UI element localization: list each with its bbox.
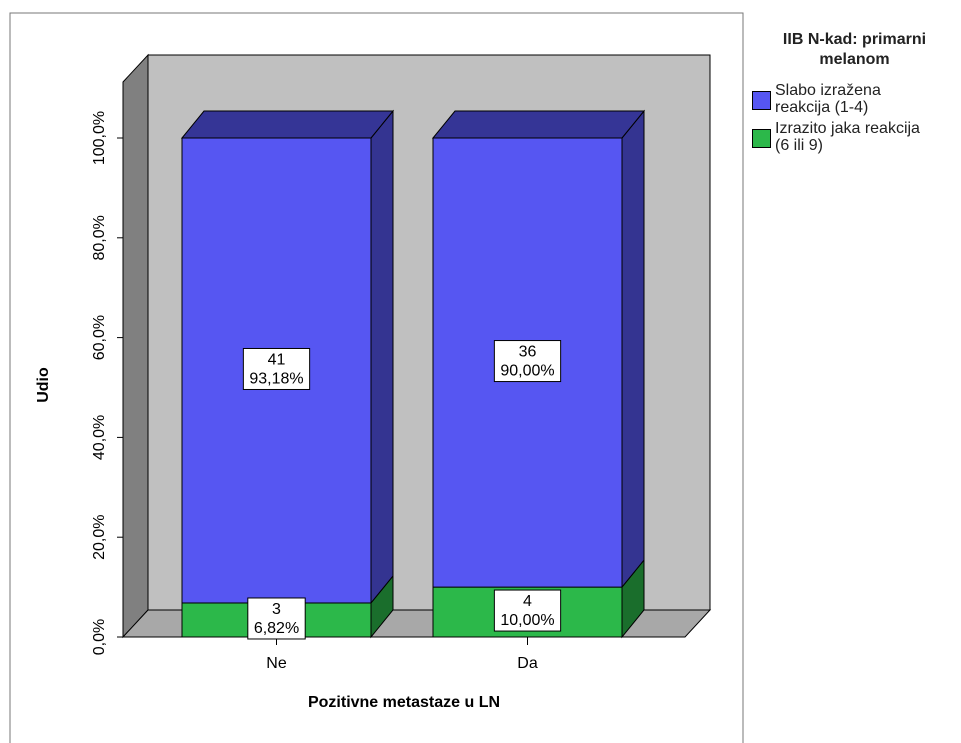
data-label-count: 4 <box>523 593 532 610</box>
y-axis-title: Udio <box>35 367 52 403</box>
y-tick-label: 80,0% <box>91 215 108 260</box>
legend: IIB N-kad: primarni melanom Slabo izraže… <box>752 30 957 158</box>
legend-swatch <box>752 91 771 110</box>
data-label-count: 41 <box>268 351 286 368</box>
legend-items: Slabo izražena reakcija (1-4) Izrazito ja… <box>752 82 957 154</box>
y-tick-label: 40,0% <box>91 415 108 460</box>
data-label: 6,82% <box>254 620 299 637</box>
legend-item: Izrazito jaka reakcija (6 ili 9) <box>752 120 957 154</box>
data-label-box <box>247 597 306 640</box>
y-tick-label: 100,0% <box>91 111 108 165</box>
side-wall <box>122 53 149 639</box>
x-tick-label: Da <box>517 655 538 672</box>
x-tick-label: Ne <box>266 655 287 672</box>
bar-top <box>180 110 395 139</box>
data-label-count: 36 <box>519 344 537 361</box>
data-label-count: 3 <box>272 601 281 618</box>
y-tick-label: 0,0% <box>91 619 108 655</box>
y-tick-label: 60,0% <box>91 315 108 360</box>
legend-item: Slabo izražena reakcija (1-4) <box>752 82 957 116</box>
bar-top <box>431 110 646 139</box>
legend-label: Slabo izražena reakcija (1-4) <box>775 82 881 116</box>
legend-title: IIB N-kad: primarni melanom <box>782 31 927 68</box>
legend-label: Izrazito jaka reakcija (6 ili 9) <box>775 120 920 154</box>
data-label-box <box>242 347 311 390</box>
data-label-box <box>493 340 562 383</box>
bar-side <box>370 109 394 605</box>
y-tick-label: 20,0% <box>91 515 108 560</box>
x-axis-title: Pozitivne metastaze u LN <box>308 694 500 711</box>
bar-side <box>621 109 645 589</box>
data-label: 93,18% <box>249 370 303 387</box>
data-label: 90,00% <box>500 363 554 380</box>
data-label: 10,00% <box>500 612 554 629</box>
legend-swatch <box>752 129 771 148</box>
data-label-box <box>493 589 562 632</box>
